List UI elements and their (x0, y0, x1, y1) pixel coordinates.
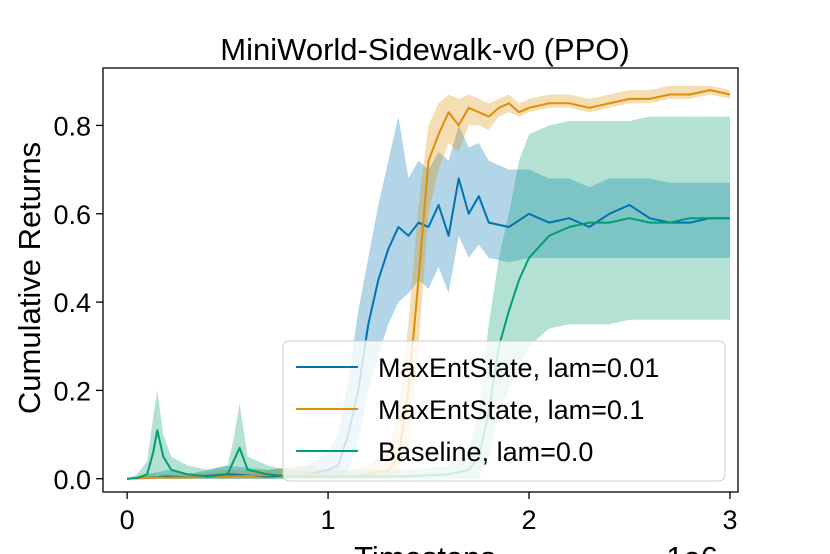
y-tick-label: 0.4 (53, 288, 91, 318)
x-axis-ticks: 0 1 2 3 (120, 492, 737, 535)
y-tick-label: 0.8 (53, 111, 91, 141)
y-axis-label: Cumulative Returns (12, 142, 47, 414)
chart-title: MiniWorld-Sidewalk-v0 (PPO) (220, 32, 629, 67)
x-tick-label: 3 (722, 505, 737, 535)
x-tick-label: 2 (521, 505, 536, 535)
x-axis-offset-label: 1e6 (666, 540, 718, 554)
x-tick-label: 1 (321, 505, 336, 535)
x-axis-label: Timesteps (354, 540, 496, 554)
legend-label-2: Baseline, lam=0.0 (378, 437, 593, 467)
y-tick-label: 0.0 (53, 465, 91, 495)
y-tick-label: 0.6 (53, 200, 91, 230)
y-axis-ticks: 0.0 0.2 0.4 0.6 0.8 (53, 111, 103, 495)
band-series-0 (127, 116, 731, 479)
band-series-2 (127, 116, 731, 479)
y-tick-label: 0.2 (53, 376, 91, 406)
plot-frame (102, 67, 739, 493)
legend-label-1: MaxEntState, lam=0.1 (378, 395, 644, 425)
legend: MaxEntState, lam=0.01 MaxEntState, lam=0… (282, 340, 726, 482)
legend-box (282, 340, 726, 482)
legend-label-0: MaxEntState, lam=0.01 (378, 353, 659, 383)
x-tick-label: 0 (120, 505, 135, 535)
